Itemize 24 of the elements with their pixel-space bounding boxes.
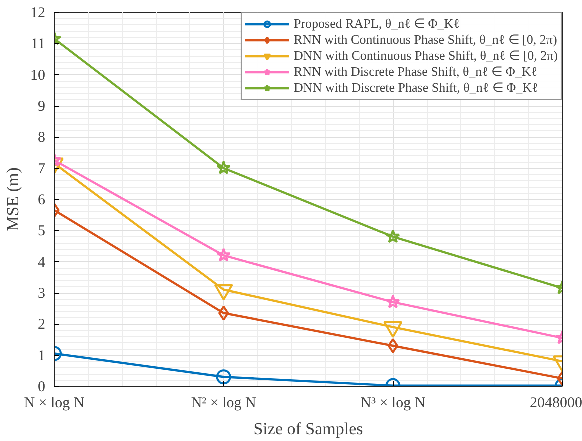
y-tick-label: 6 xyxy=(38,192,46,208)
x-axis-title: Size of Samples xyxy=(254,420,364,438)
x-tick-label: N² × log N xyxy=(191,396,257,412)
y-tick-label: 12 xyxy=(30,6,46,22)
legend-label: RNN with Discrete Phase Shift, θ_nℓ ∈ Φ_Kℓ xyxy=(294,64,538,80)
y-tick-label: 8 xyxy=(38,130,46,146)
y-tick-label: 10 xyxy=(30,68,46,84)
y-tick-label: 1 xyxy=(38,348,46,364)
y-axis-title: MSE (m) xyxy=(4,168,22,232)
y-tick-label: 11 xyxy=(31,36,46,53)
y-tick-label: 5 xyxy=(38,224,46,240)
y-tick-label: 7 xyxy=(38,161,46,178)
y-tick-label: 9 xyxy=(38,99,46,115)
legend-label: DNN with Continuous Phase Shift, θ_nℓ ∈ [0, 2π) xyxy=(294,48,558,64)
y-tick-label: 4 xyxy=(38,254,46,271)
legend-label: DNN with Discrete Phase Shift, θ_nℓ ∈ Φ_Kℓ xyxy=(294,80,538,96)
y-tick-label: 3 xyxy=(38,286,46,302)
x-tick-label: 2048000 xyxy=(530,396,582,412)
legend-label: RNN with Continuous Phase Shift, θ_nℓ ∈ [0, 2π) xyxy=(294,32,558,48)
x-tick-label: N³ × log N xyxy=(360,396,426,412)
y-tick-label: 0 xyxy=(38,380,46,396)
y-tick-label: 2 xyxy=(38,317,46,334)
x-tick-label: N × log N xyxy=(24,396,85,412)
legend-label: Proposed RAPL, θ_nℓ ∈ Φ_Kℓ xyxy=(294,16,460,32)
